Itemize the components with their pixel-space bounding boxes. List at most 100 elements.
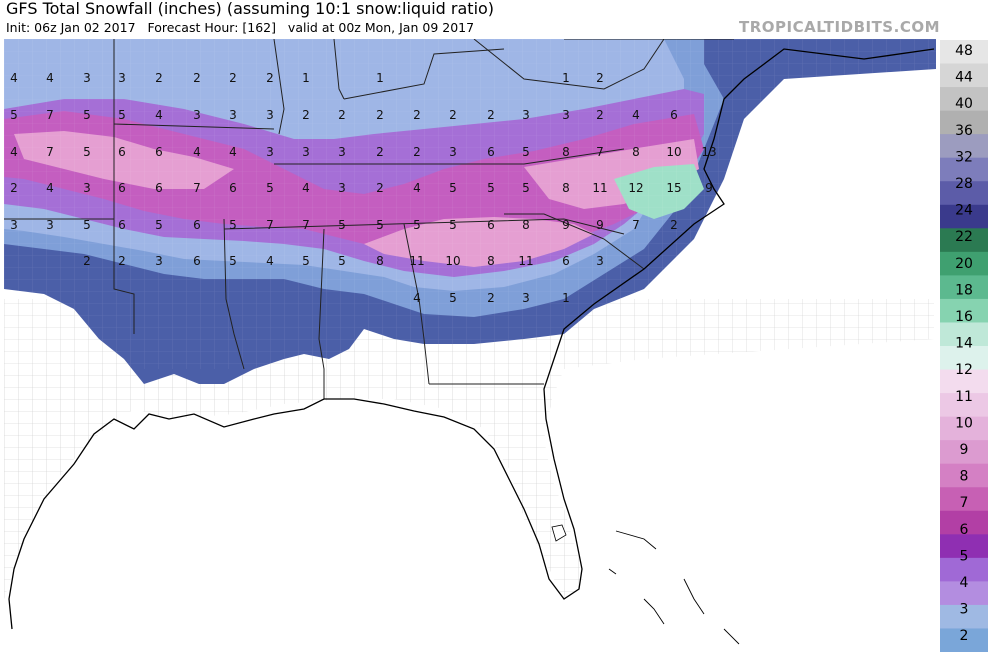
legend-swatch [940, 251, 988, 276]
snowfall-value-label: 8 [632, 145, 640, 159]
snowfall-value-label: 2 [449, 108, 457, 122]
map-title: GFS Total Snowfall (inches) (assuming 10… [6, 0, 495, 18]
snowfall-value-label: 3 [193, 108, 201, 122]
coastline [8, 48, 935, 630]
snowfall-value-label: 8 [376, 254, 384, 268]
snowfall-value-label: 2 [670, 218, 678, 232]
snowfall-value-label: 7 [302, 218, 310, 232]
snowfall-value-label: 8 [562, 145, 570, 159]
legend-tick-label: 22 [955, 229, 973, 245]
snowfall-value-label: 5 [83, 218, 91, 232]
legend-swatch [940, 134, 988, 159]
snowfall-value-label: 2 [376, 108, 384, 122]
snowfall-value-label: 6 [118, 145, 126, 159]
legend-tick-label: 8 [960, 469, 969, 485]
legend-swatch [940, 534, 988, 559]
snowfall-value-label: 2 [413, 145, 421, 159]
legend-swatch [940, 628, 988, 652]
legend-tick-label: 2 [960, 628, 969, 644]
snowfall-value-label: 15 [666, 181, 681, 195]
snowfall-value-label: 9 [705, 181, 713, 195]
snowfall-value-label: 3 [83, 71, 91, 85]
snowfall-value-label: 6 [193, 218, 201, 232]
legend-swatch [940, 298, 988, 323]
snowfall-value-label: 8 [562, 181, 570, 195]
snowfall-value-label: 3 [229, 108, 237, 122]
snowfall-value-label: 4 [632, 108, 640, 122]
snowfall-value-label: 6 [562, 254, 570, 268]
legend-swatch [940, 604, 988, 629]
snowfall-value-label: 3 [449, 145, 457, 159]
legend-swatch [940, 181, 988, 206]
snowfall-value-label: 8 [522, 218, 530, 232]
snowfall-value-label: 6 [229, 181, 237, 195]
snowfall-value-label: 11 [409, 254, 424, 268]
legend-swatch [940, 557, 988, 582]
snowfall-value-label: 7 [46, 145, 54, 159]
legend-swatch [940, 463, 988, 488]
snowfall-value-label: 2 [487, 108, 495, 122]
snowfall-value-label: 5 [83, 145, 91, 159]
snowfall-value-label: 3 [83, 181, 91, 195]
snowfall-value-label: 2 [10, 181, 18, 195]
snowfall-value-label: 2 [266, 71, 274, 85]
legend-swatch [940, 228, 988, 253]
legend-tick-label: 18 [955, 282, 973, 298]
snowfall-value-label: 11 [518, 254, 533, 268]
snowfall-value-label: 6 [155, 145, 163, 159]
legend-tick-label: 48 [955, 43, 973, 59]
snowfall-value-label: 2 [193, 71, 201, 85]
snowfall-value-label: 5 [83, 108, 91, 122]
legend-tick-label: 16 [955, 309, 973, 325]
snowfall-value-label: 5 [266, 181, 274, 195]
legend-swatch [940, 322, 988, 347]
snowfall-value-label: 2 [376, 181, 384, 195]
snowfall-value-label: 5 [338, 254, 346, 268]
snowfall-value-label: 5 [302, 254, 310, 268]
snowfall-value-label: 4 [46, 181, 54, 195]
snowfall-map: 4 4 3 3 2 2 2 2 1 1 1 25 7 5 5 4 3 3 3 2 2 2 2 2 2 3 3 2 4 64 7 5 6 6 4 4 3 3… [4, 39, 936, 653]
snowfall-value-label: 2 [596, 71, 604, 85]
legend-tick-label: 24 [955, 203, 973, 219]
legend-swatch [940, 110, 988, 135]
legend-swatch [940, 510, 988, 535]
snowfall-value-label: 1 [562, 291, 570, 305]
snowfall-value-label: 3 [118, 71, 126, 85]
snowfall-value-label: 6 [155, 181, 163, 195]
snowfall-value-label: 3 [266, 145, 274, 159]
snowfall-value-label: 12 [628, 181, 643, 195]
snowfall-value-label: 5 [449, 181, 457, 195]
snowfall-value-label: 7 [632, 218, 640, 232]
snowfall-value-label: 5 [376, 218, 384, 232]
legend-swatch [940, 487, 988, 512]
snowfall-value-label: 6 [487, 218, 495, 232]
snowfall-value-label: 2 [376, 145, 384, 159]
snowfall-value-label: 9 [562, 218, 570, 232]
snowfall-value-label: 1 [376, 71, 384, 85]
legend-tick-label: 6 [960, 522, 969, 538]
snowfall-value-label: 3 [266, 108, 274, 122]
legend-tick-label: 3 [960, 602, 969, 618]
snowfall-value-label: 5 [522, 145, 530, 159]
legend-tick-label: 40 [955, 96, 973, 112]
snowfall-value-label: 6 [670, 108, 678, 122]
legend-swatch [940, 416, 988, 441]
legend-tick-label: 14 [955, 336, 973, 352]
snowfall-value-label: 4 [229, 145, 237, 159]
snowfall-label-layer: 4 4 3 3 2 2 2 2 1 1 1 25 7 5 5 4 3 3 3 2 2 2 2 2 2 3 3 2 4 64 7 5 6 6 4 4 3 3… [10, 71, 716, 305]
snowfall-value-label: 3 [522, 108, 530, 122]
snowfall-value-label: 2 [338, 108, 346, 122]
snowfall-value-label: 3 [46, 218, 54, 232]
snowfall-value-label: 2 [229, 71, 237, 85]
snowfall-value-label: 5 [229, 254, 237, 268]
snowfall-value-label: 6 [487, 145, 495, 159]
snowfall-value-label: 5 [413, 218, 421, 232]
legend-tick-label: 10 [955, 415, 973, 431]
snowfall-value-label: 3 [338, 145, 346, 159]
snowfall-value-label: 8 [487, 254, 495, 268]
legend-swatch [940, 40, 988, 65]
brand-watermark: TROPICALTIDBITS.COM [739, 18, 940, 36]
snowfall-value-label: 3 [302, 145, 310, 159]
legend-tick-label: 12 [955, 362, 973, 378]
state-borders [4, 39, 734, 399]
